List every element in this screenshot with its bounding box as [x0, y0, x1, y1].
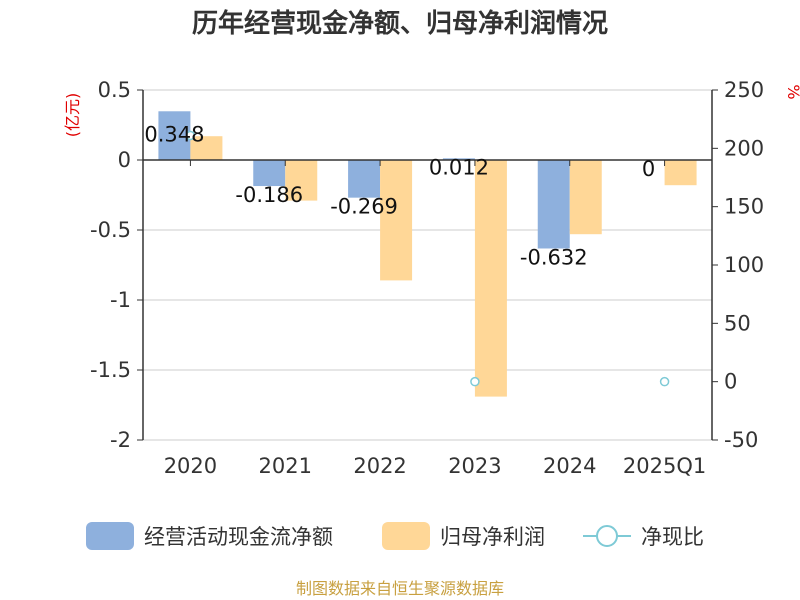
data-label: 0.348 — [144, 122, 204, 146]
data-label: 0.012 — [429, 155, 489, 179]
bar — [442, 158, 475, 160]
bar — [664, 160, 697, 186]
scatter-marks — [185, 130, 670, 387]
data-label: -0.186 — [235, 183, 303, 207]
left-axis-unit: (亿元) — [63, 93, 82, 138]
left-tick-label: 0.5 — [98, 78, 131, 102]
x-tick-label: 2025Q1 — [623, 454, 706, 478]
left-tick-label: -1 — [110, 288, 131, 312]
right-tick-label: -50 — [724, 428, 758, 452]
bar — [158, 111, 191, 160]
right-tick-label: 100 — [724, 253, 764, 277]
data-label: -0.269 — [330, 195, 398, 219]
legend-swatch — [382, 522, 430, 550]
data-label: 0 — [642, 157, 655, 181]
scatter-point — [470, 376, 480, 387]
right-tick-label: 250 — [724, 78, 764, 102]
grid — [143, 89, 712, 441]
source-note: 制图数据来自恒生聚源数据库 — [296, 579, 504, 598]
data-label: -0.632 — [520, 245, 588, 269]
bar — [537, 160, 570, 249]
x-tick-label: 2023 — [448, 454, 501, 478]
bar — [253, 160, 286, 187]
legend-swatch-marker — [596, 525, 618, 547]
bar — [348, 160, 381, 198]
scatter-point — [185, 130, 196, 141]
x-tick-label: 2022 — [353, 454, 406, 478]
x-tick-label: 2024 — [543, 454, 596, 478]
left-tick-label: 0 — [118, 148, 131, 172]
left-tick-label: -0.5 — [90, 218, 131, 242]
bar-marks — [158, 111, 697, 397]
right-tick-label: 200 — [724, 136, 764, 160]
right-tick-label: 50 — [724, 311, 751, 335]
data-labels: 0.348 -0.186 -0.269 0.012 -0.632 0 — [144, 122, 655, 269]
bar — [285, 160, 318, 201]
right-tick-label: 0 — [724, 370, 737, 394]
bar — [569, 160, 602, 235]
bar — [380, 160, 413, 281]
right-tick-label: 150 — [724, 195, 764, 219]
left-tick-label: -1.5 — [90, 358, 131, 382]
legend-label: 经营活动现金流净额 — [144, 525, 333, 549]
axes: 0.5 0 -0.5 -1 -1.5 -2 250 200 150 100 50 0 -50 2020 20… — [90, 78, 764, 478]
chart-title: 历年经营现金净额、归母净利润情况 — [192, 8, 608, 39]
legend-swatch — [86, 522, 134, 550]
scatter-point — [659, 376, 670, 387]
legend-label: 归母净利润 — [440, 525, 545, 549]
x-tick-label: 2020 — [164, 454, 217, 478]
legend-label: 净现比 — [641, 525, 704, 549]
x-tick-label: 2021 — [259, 454, 312, 478]
legend: 经营活动现金流净额 归母净利润 净现比 — [86, 522, 704, 550]
left-tick-label: -2 — [110, 428, 131, 452]
right-axis-unit: % — [784, 84, 800, 99]
bar — [474, 160, 507, 397]
bar — [190, 136, 223, 160]
